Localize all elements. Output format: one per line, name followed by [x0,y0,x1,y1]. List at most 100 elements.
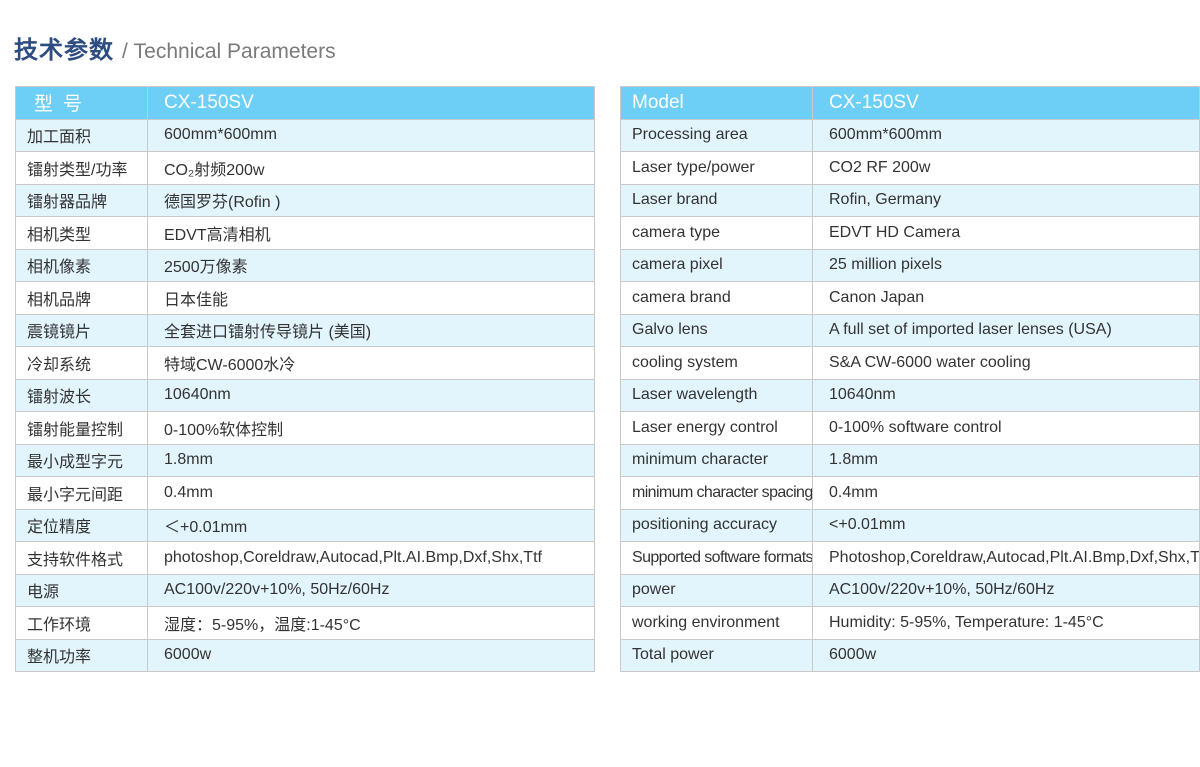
param-value: 德国罗芬(Rofin ) [147,183,595,217]
param-name: camera pixel [620,248,813,282]
param-name: Laser wavelength [620,378,813,412]
table-row: camera brand Canon Japan [620,281,1200,315]
param-name: 镭射类型/功率 [15,151,148,185]
table-row: 最小成型字元 1.8mm [15,443,595,477]
param-value: CO2 RF 200w [812,151,1200,185]
table-row: Galvo lens A full set of imported laser l… [620,313,1200,347]
table-row: minimum character 1.8mm [620,443,1200,477]
param-value: Humidity: 5-95%, Temperature: 1-45°C [812,606,1200,640]
param-name: 镭射能量控制 [15,411,148,445]
param-name: 相机类型 [15,216,148,250]
table-row: 相机类型 EDVT高清相机 [15,216,595,250]
param-value: EDVT HD Camera [812,216,1200,250]
table-row: cooling system S&A CW-6000 water cooling [620,346,1200,380]
param-value: Canon Japan [812,281,1200,315]
param-value: 6000w [147,638,595,672]
param-value: EDVT高清相机 [147,216,595,250]
spec-table-english: Model CX-150SV Processing area 600mm*600m… [620,86,1200,672]
param-value: 日本佳能 [147,281,595,315]
param-name: 冷却系统 [15,346,148,380]
param-name: Processing area [620,118,813,152]
param-name: 支持软件格式 [15,541,148,575]
param-name: 最小字元间距 [15,476,148,510]
param-value: 0.4mm [812,476,1200,510]
param-value: 1.8mm [812,443,1200,477]
param-value: 25 million pixels [812,248,1200,282]
param-value: AC100v/220v+10%, 50Hz/60Hz [812,573,1200,607]
param-value: ＜+0.01mm [147,508,595,542]
table-row: 冷却系统 特域CW-6000水冷 [15,346,595,380]
param-value: 0.4mm [147,476,595,510]
param-name: 相机像素 [15,248,148,282]
header-model: CX-150SV [147,86,595,120]
param-value: 6000w [812,638,1200,672]
param-name: 最小成型字元 [15,443,148,477]
table-row: 镭射能量控制 0-100%软体控制 [15,411,595,445]
table-row: Processing area 600mm*600mm [620,118,1200,152]
header-model: CX-150SV [812,86,1200,120]
table-row: Supported software formats Photoshop,Core… [620,541,1200,575]
table-header-row: Model CX-150SV [620,86,1200,120]
param-value: 600mm*600mm [812,118,1200,152]
param-value: Rofin, Germany [812,183,1200,217]
table-row: 电源 AC100v/220v+10%, 50Hz/60Hz [15,573,595,607]
table-row: 镭射器品牌 德国罗芬(Rofin ) [15,183,595,217]
param-name: camera type [620,216,813,250]
param-name: 定位精度 [15,508,148,542]
table-row: working environment Humidity: 5-95%, Temp… [620,606,1200,640]
param-value: S&A CW-6000 water cooling [812,346,1200,380]
table-row: Laser brand Rofin, Germany [620,183,1200,217]
param-value: AC100v/220v+10%, 50Hz/60Hz [147,573,595,607]
title-zh: 技术参数 [14,37,114,64]
title-en: / Technical Parameters [122,40,336,63]
param-value: 0-100%软体控制 [147,411,595,445]
param-name: 震镜镜片 [15,313,148,347]
param-value: 600mm*600mm [147,118,595,152]
table-row: Laser type/power CO2 RF 200w [620,151,1200,185]
param-value: 全套进口镭射传导镜片 (美国) [147,313,595,347]
param-value: A full set of imported laser lenses (USA… [812,313,1200,347]
param-value: 2500万像素 [147,248,595,282]
param-name: 镭射器品牌 [15,183,148,217]
table-header-row: 型号 CX-150SV [15,86,595,120]
param-value: 10640nm [812,378,1200,412]
param-name: cooling system [620,346,813,380]
param-name: camera brand [620,281,813,315]
header-label: Model [620,86,813,120]
param-name: Galvo lens [620,313,813,347]
table-row: positioning accuracy <+0.01mm [620,508,1200,542]
table-row: 相机像素 2500万像素 [15,248,595,282]
param-name: Laser type/power [620,151,813,185]
table-row: 定位精度 ＜+0.01mm [15,508,595,542]
param-name: working environment [620,606,813,640]
table-row: Laser wavelength 10640nm [620,378,1200,412]
table-row: Total power 6000w [620,638,1200,672]
table-row: minimum character spacing 0.4mm [620,476,1200,510]
param-value: <+0.01mm [812,508,1200,542]
table-row: 相机品牌 日本佳能 [15,281,595,315]
table-row: 镭射类型/功率 CO₂射频200w [15,151,595,185]
param-value: 特域CW-6000水冷 [147,346,595,380]
table-row: 支持软件格式 photoshop,Coreldraw,Autocad,Plt.AI… [15,541,595,575]
param-name: 电源 [15,573,148,607]
param-name: 工作环境 [15,606,148,640]
table-row: 整机功率 6000w [15,638,595,672]
spec-table-chinese: 型号 CX-150SV 加工面积 600mm*600mm 镭射类型/功率 CO₂射频2… [15,86,595,672]
param-name: Laser energy control [620,411,813,445]
table-row: 工作环境 湿度：5-95%，温度:1-45°C [15,606,595,640]
table-row: camera pixel 25 million pixels [620,248,1200,282]
param-name: minimum character spacing [620,476,813,510]
header-label: 型号 [15,86,148,120]
param-name: power [620,573,813,607]
table-row: 最小字元间距 0.4mm [15,476,595,510]
param-name: 镭射波长 [15,378,148,412]
param-value: 0-100% software control [812,411,1200,445]
table-row: camera type EDVT HD Camera [620,216,1200,250]
param-name: 加工面积 [15,118,148,152]
table-row: Laser energy control 0-100% software cont… [620,411,1200,445]
param-name: 相机品牌 [15,281,148,315]
table-row: 加工面积 600mm*600mm [15,118,595,152]
param-name: minimum character [620,443,813,477]
param-value: 10640nm [147,378,595,412]
table-row: 镭射波长 10640nm [15,378,595,412]
